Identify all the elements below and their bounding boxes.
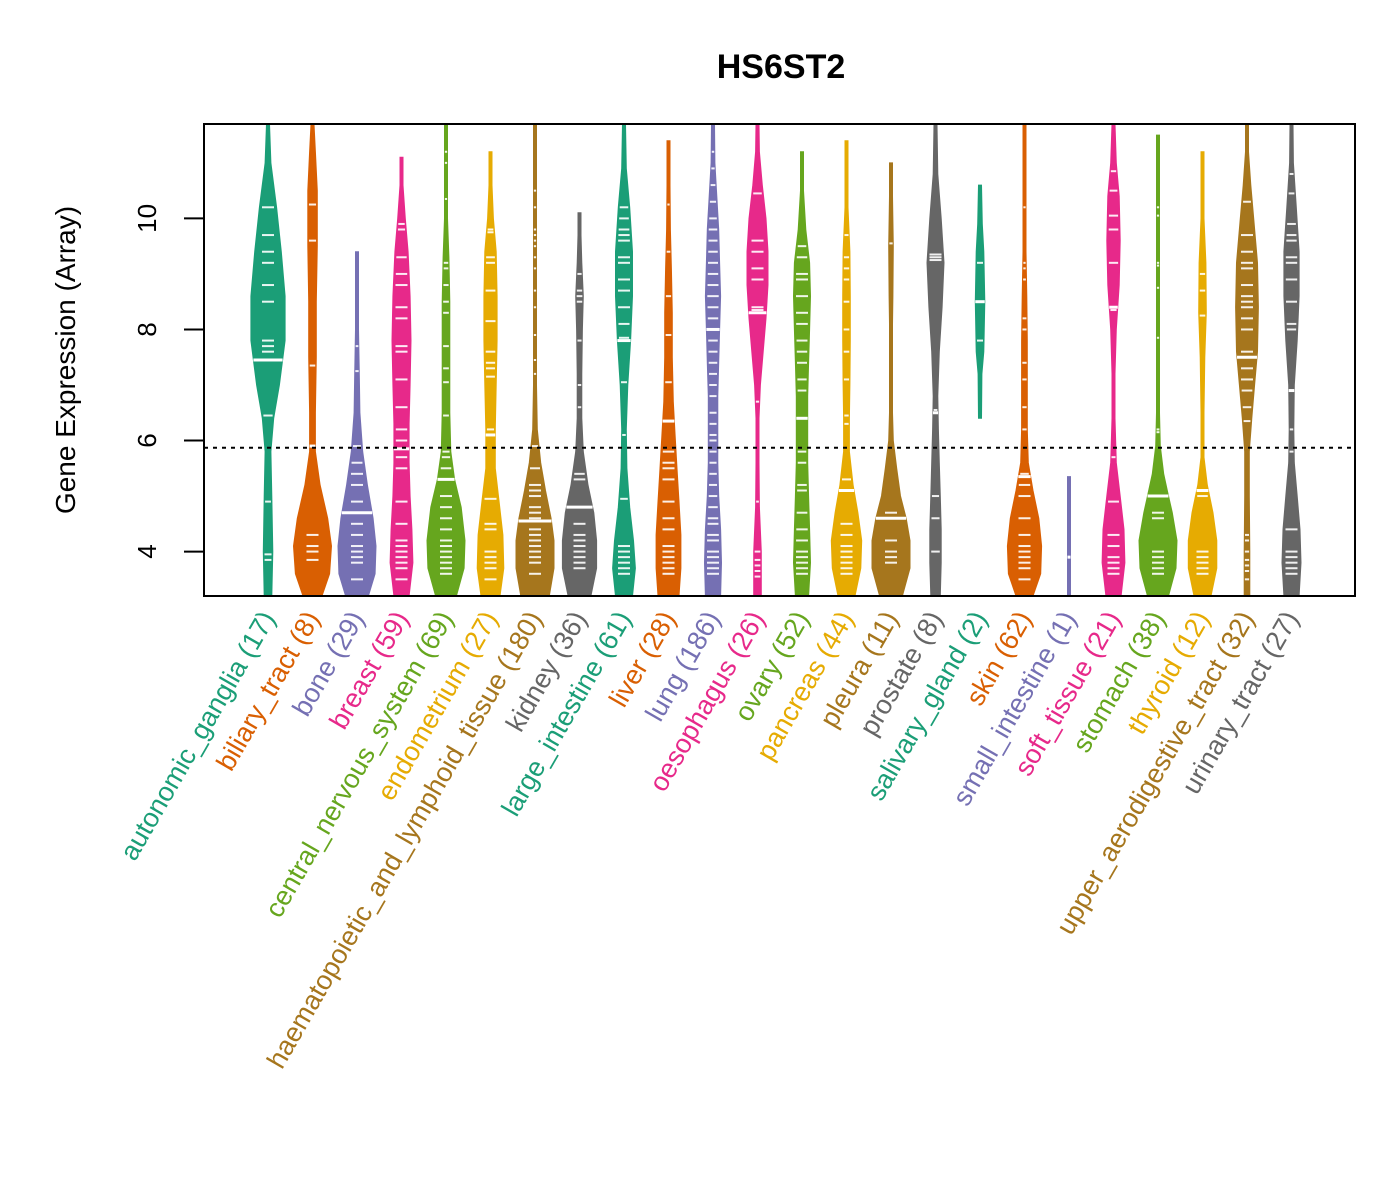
violin-large-intestine bbox=[612, 123, 636, 597]
x-axis-labels: autonomic_ganglia (17)biliary_tract (8)b… bbox=[114, 606, 1305, 1073]
violin-pleura bbox=[871, 162, 911, 597]
violin-body bbox=[426, 123, 466, 597]
y-tick-label: 6 bbox=[132, 433, 162, 447]
violin-ovary bbox=[792, 151, 812, 597]
violin-body bbox=[1138, 134, 1178, 597]
violin-body bbox=[746, 123, 769, 597]
violin-biliary-tract bbox=[292, 123, 333, 597]
violin-skin bbox=[1006, 123, 1043, 597]
violin-bone bbox=[337, 251, 377, 597]
y-tick-label: 10 bbox=[132, 204, 162, 233]
violin-layer bbox=[250, 123, 1302, 597]
violin-body bbox=[926, 123, 945, 597]
y-axis-label: Gene Expression (Array) bbox=[50, 206, 81, 514]
violin-body bbox=[830, 140, 863, 597]
violin-urinary-tract bbox=[1281, 123, 1302, 597]
violin-body bbox=[1006, 123, 1043, 597]
y-tick-label: 4 bbox=[132, 544, 162, 558]
violin-body bbox=[655, 140, 682, 597]
violin-body bbox=[1187, 151, 1218, 597]
violin-soft-tissue bbox=[1101, 123, 1126, 597]
violin-body bbox=[871, 162, 911, 597]
violin-stomach bbox=[1138, 134, 1178, 597]
violin-small-intestine bbox=[1067, 476, 1071, 597]
violin-body bbox=[476, 151, 505, 597]
violin-body bbox=[612, 123, 636, 597]
violin-autonomic-ganglia bbox=[250, 123, 286, 597]
violin-breast bbox=[389, 156, 414, 597]
violin-kidney bbox=[561, 212, 598, 597]
chart-title: HS6ST2 bbox=[717, 48, 846, 86]
violin-endometrium bbox=[476, 151, 505, 597]
violin-body bbox=[1101, 123, 1126, 597]
y-tick-label: 8 bbox=[132, 322, 162, 336]
violin-upper-aerodigestive-tract bbox=[1235, 123, 1259, 597]
violin-body bbox=[292, 123, 333, 597]
violin-body bbox=[561, 212, 598, 597]
violin-body bbox=[703, 123, 723, 597]
violin-body bbox=[1281, 123, 1302, 597]
violin-oesophagus bbox=[746, 123, 769, 597]
violin-lung bbox=[703, 123, 723, 597]
y-axis: 4 6 8 10 bbox=[132, 204, 204, 559]
violin-salivary-gland bbox=[974, 184, 986, 419]
plot-frame bbox=[203, 123, 1356, 597]
violin-thyroid bbox=[1187, 151, 1218, 597]
violin-central-nervous-system bbox=[426, 123, 466, 597]
violin-body bbox=[337, 251, 377, 597]
violin-body bbox=[1235, 123, 1259, 597]
violin-body bbox=[1067, 476, 1071, 597]
violin-prostate bbox=[926, 123, 945, 597]
violin-pancreas bbox=[830, 140, 863, 597]
violin-liver bbox=[655, 140, 682, 597]
violin-haematopoietic-and-lymphoid-tissue bbox=[515, 123, 555, 597]
